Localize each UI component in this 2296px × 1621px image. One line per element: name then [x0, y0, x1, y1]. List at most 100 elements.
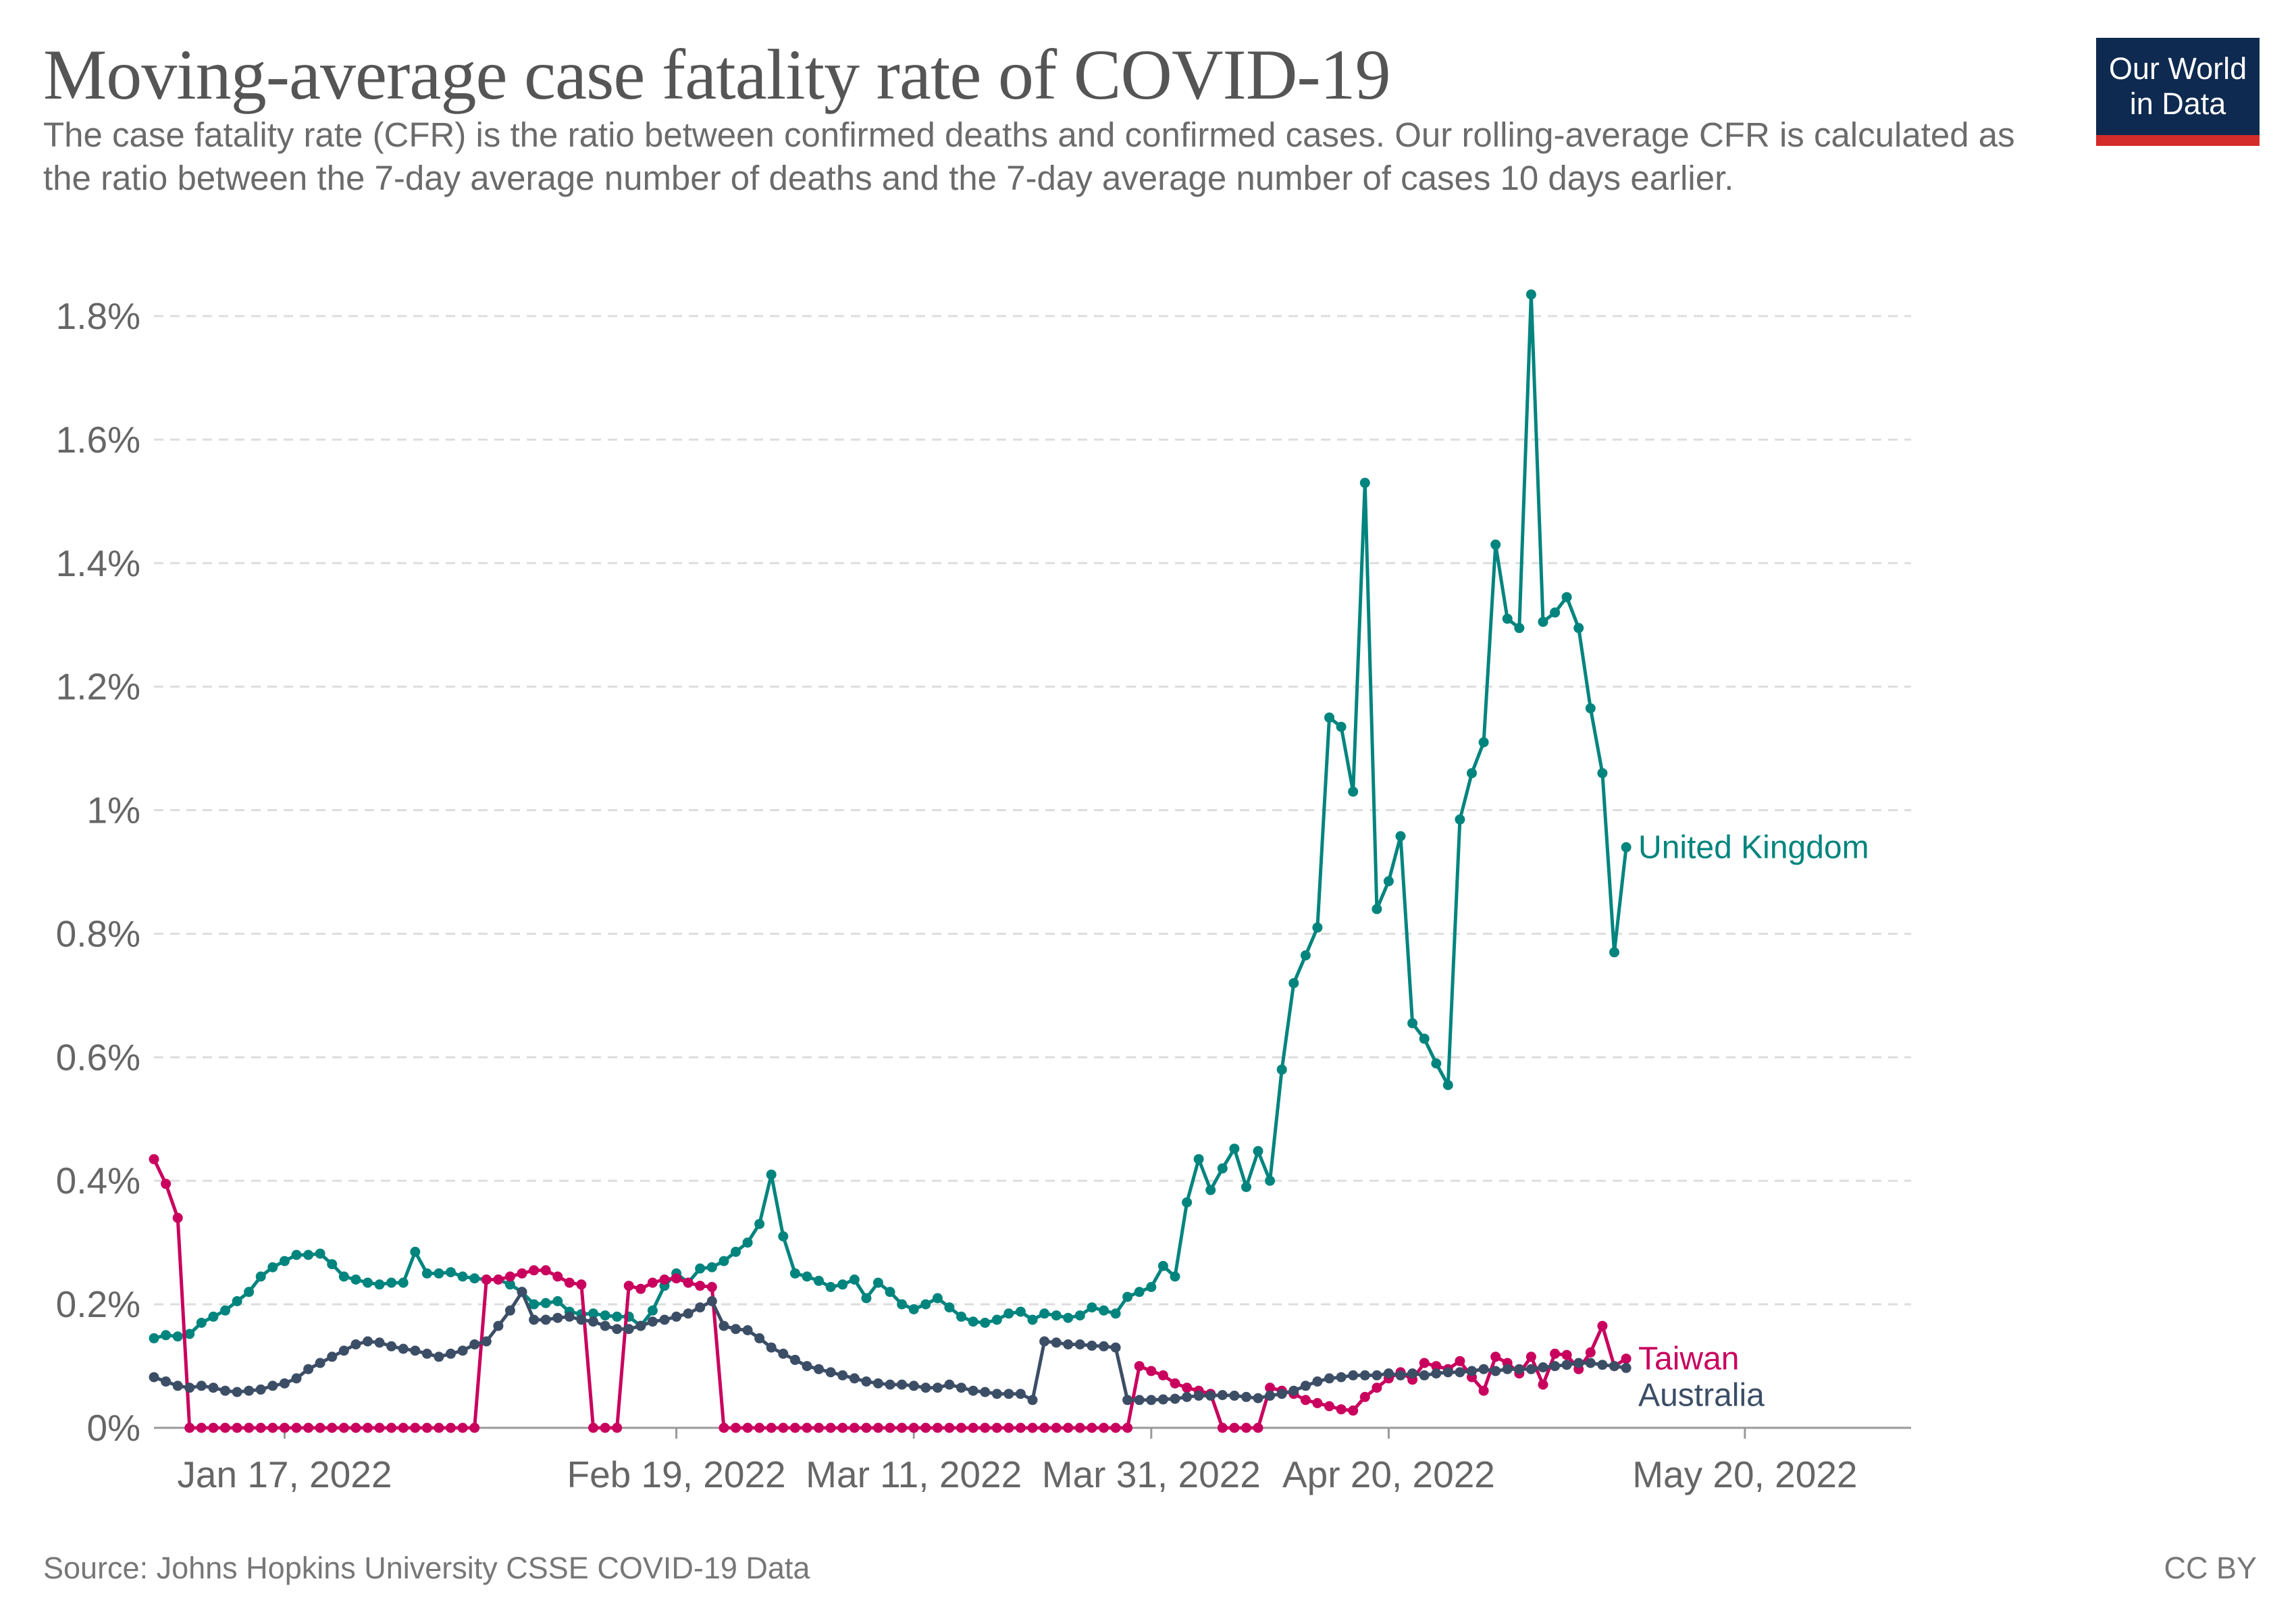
data-point[interactable] [920, 1383, 931, 1393]
data-point[interactable] [600, 1422, 610, 1433]
data-point[interactable] [849, 1275, 860, 1285]
data-point[interactable] [1324, 712, 1334, 723]
data-point[interactable] [588, 1316, 598, 1327]
data-point[interactable] [504, 1279, 515, 1290]
data-point[interactable] [421, 1348, 432, 1359]
data-point[interactable] [1300, 950, 1311, 960]
data-point[interactable] [635, 1283, 646, 1294]
data-point[interactable] [149, 1333, 159, 1343]
data-point[interactable] [363, 1277, 373, 1288]
data-point[interactable] [1182, 1383, 1193, 1393]
data-point[interactable] [421, 1422, 432, 1433]
data-point[interactable] [932, 1293, 943, 1304]
data-point[interactable] [944, 1379, 955, 1390]
data-point[interactable] [1312, 922, 1323, 933]
data-point[interactable] [244, 1385, 255, 1396]
data-point[interactable] [1478, 737, 1489, 748]
data-point[interactable] [1157, 1260, 1168, 1271]
data-point[interactable] [220, 1422, 230, 1433]
data-point[interactable] [1288, 1385, 1299, 1396]
data-point[interactable] [434, 1268, 444, 1279]
data-point[interactable] [398, 1343, 409, 1354]
data-point[interactable] [481, 1275, 492, 1285]
data-point[interactable] [1538, 617, 1548, 627]
data-point[interactable] [1265, 1383, 1276, 1393]
data-point[interactable] [1336, 721, 1347, 732]
data-point[interactable] [1288, 978, 1299, 989]
data-point[interactable] [1395, 831, 1406, 842]
data-point[interactable] [1395, 1370, 1406, 1381]
data-point[interactable] [1099, 1341, 1109, 1352]
data-point[interactable] [659, 1314, 670, 1325]
data-point[interactable] [647, 1316, 658, 1327]
data-point[interactable] [1253, 1422, 1263, 1433]
data-point[interactable] [1372, 1383, 1382, 1393]
data-point[interactable] [457, 1271, 468, 1282]
data-point[interactable] [1585, 1358, 1596, 1368]
data-point[interactable] [232, 1296, 242, 1306]
data-point[interactable] [1265, 1175, 1276, 1186]
data-point[interactable] [1015, 1389, 1026, 1399]
data-point[interactable] [220, 1305, 230, 1316]
data-point[interactable] [350, 1275, 361, 1285]
data-point[interactable] [469, 1339, 480, 1349]
data-point[interactable] [529, 1299, 540, 1310]
data-point[interactable] [196, 1381, 207, 1391]
data-point[interactable] [363, 1422, 373, 1433]
data-point[interactable] [837, 1279, 848, 1290]
series-united-kingdom[interactable] [149, 289, 1632, 1343]
data-point[interactable] [1585, 703, 1596, 714]
data-point[interactable] [742, 1237, 753, 1248]
data-point[interactable] [861, 1422, 872, 1433]
data-point[interactable] [1027, 1422, 1038, 1433]
data-point[interactable] [1074, 1422, 1085, 1433]
data-point[interactable] [1087, 1302, 1097, 1313]
data-point[interactable] [1074, 1310, 1085, 1321]
data-point[interactable] [1134, 1395, 1145, 1406]
data-point[interactable] [706, 1282, 717, 1292]
data-point[interactable] [1550, 1361, 1561, 1372]
data-point[interactable] [564, 1311, 575, 1322]
data-point[interactable] [908, 1381, 919, 1391]
data-point[interactable] [1099, 1422, 1109, 1433]
data-point[interactable] [184, 1329, 195, 1339]
data-point[interactable] [303, 1250, 314, 1260]
data-point[interactable] [1122, 1395, 1133, 1406]
data-point[interactable] [920, 1299, 931, 1310]
data-point[interactable] [1205, 1185, 1216, 1195]
data-point[interactable] [1324, 1401, 1334, 1412]
data-point[interactable] [719, 1320, 729, 1331]
data-point[interactable] [944, 1422, 955, 1433]
data-point[interactable] [731, 1324, 741, 1335]
data-point[interactable] [576, 1279, 587, 1290]
data-point[interactable] [386, 1277, 397, 1288]
data-point[interactable] [671, 1273, 682, 1284]
data-point[interactable] [1003, 1308, 1014, 1319]
data-point[interactable] [861, 1376, 872, 1387]
data-point[interactable] [1455, 1356, 1465, 1366]
data-point[interactable] [1467, 768, 1477, 779]
data-point[interactable] [885, 1379, 895, 1390]
data-point[interactable] [956, 1383, 966, 1393]
data-point[interactable] [255, 1271, 266, 1282]
data-point[interactable] [1241, 1391, 1251, 1402]
data-point[interactable] [1276, 1064, 1287, 1075]
data-point[interactable] [1110, 1422, 1121, 1433]
data-point[interactable] [1573, 623, 1584, 634]
data-point[interactable] [552, 1312, 563, 1323]
data-point[interactable] [1359, 1391, 1370, 1402]
data-point[interactable] [1193, 1390, 1204, 1401]
data-point[interactable] [1550, 1348, 1561, 1359]
data-point[interactable] [885, 1287, 895, 1297]
our-world-in-data-logo[interactable]: Our World in Data [2096, 38, 2260, 146]
data-point[interactable] [1490, 1352, 1501, 1362]
data-point[interactable] [1538, 1362, 1548, 1372]
data-point[interactable] [1003, 1389, 1014, 1399]
data-point[interactable] [1074, 1339, 1085, 1349]
data-point[interactable] [208, 1311, 219, 1322]
data-point[interactable] [374, 1337, 385, 1348]
data-point[interactable] [814, 1422, 824, 1433]
data-point[interactable] [612, 1324, 623, 1335]
data-point[interactable] [232, 1387, 242, 1397]
data-point[interactable] [1621, 1354, 1632, 1364]
